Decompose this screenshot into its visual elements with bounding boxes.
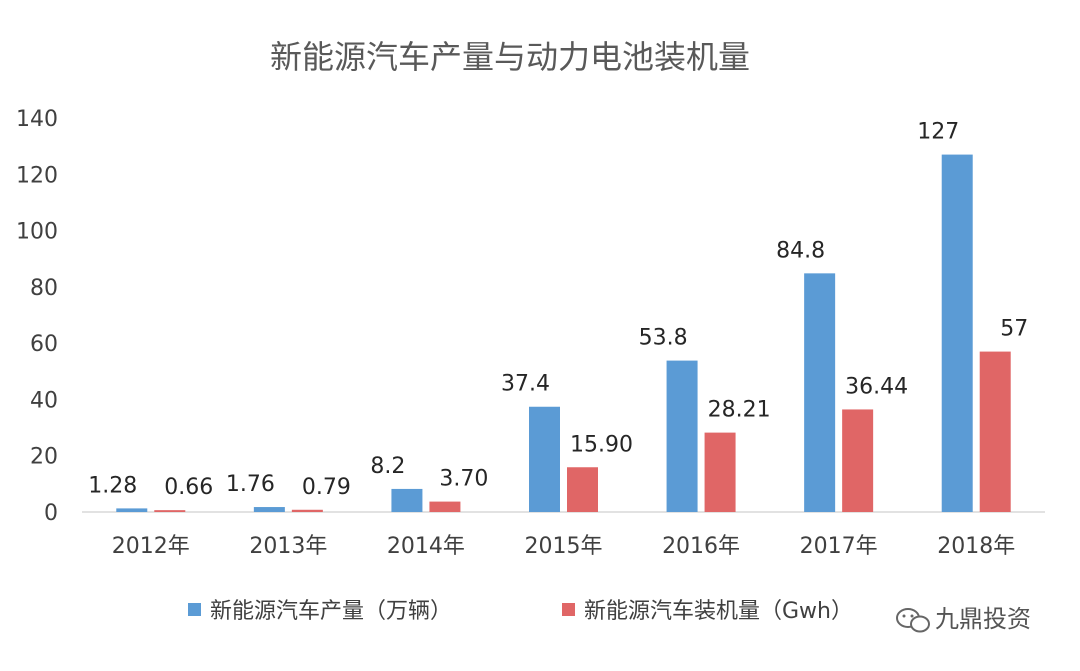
bar-series-2 [429,501,461,512]
legend: 新能源汽车产量（万辆） 新能源汽车装机量（Gwh） [188,599,853,624]
bar-series-1 [666,360,698,512]
data-label-series-2: 15.90 [570,432,633,457]
legend-swatch-series-2 [562,603,575,616]
x-tick-label: 2016年 [662,534,740,559]
data-label-series-2: 0.66 [164,475,213,500]
data-labels: 1.28 0.66 1.76 0.79 8.2 3.70 37.4 15.90 53.8 28.2… [88,120,1028,501]
x-tick-label: 2012年 [112,534,190,559]
data-label-series-2: 28.21 [708,398,771,423]
bar-series-2 [704,432,736,512]
y-tick-label: 120 [16,163,58,188]
y-tick-label: 60 [30,332,58,357]
bar-series-2 [979,351,1011,512]
watermark: 九鼎投资 [896,605,1031,633]
x-tick-label: 2014年 [387,534,465,559]
bar-series-2 [291,509,323,512]
y-tick-label: 0 [44,501,58,526]
legend-label-series-1: 新能源汽车产量（万辆） [210,599,452,624]
data-label-series-2: 3.70 [439,467,488,492]
legend-label-series-2: 新能源汽车装机量（Gwh） [584,599,853,624]
chart-title: 新能源汽车产量与动力电池装机量 [270,38,750,76]
y-tick-label: 40 [30,388,58,413]
data-label-series-1: 53.8 [639,326,688,351]
bar-series-1 [391,488,423,512]
x-tick-label: 2013年 [249,534,327,559]
y-axis: 0 20 40 60 80 100 120 140 [16,107,58,526]
y-tick-label: 20 [30,445,58,470]
x-tick-label: 2018年 [937,534,1015,559]
y-tick-label: 100 [16,220,58,245]
y-tick-label: 80 [30,276,58,301]
data-label-series-1: 127 [917,120,959,145]
bar-series-1 [941,154,973,513]
data-label-series-1: 37.4 [501,372,550,397]
data-label-series-1: 1.76 [226,472,275,497]
x-tick-label: 2017年 [800,534,878,559]
data-label-series-1: 84.8 [776,238,825,263]
bars [116,154,1011,513]
x-axis-tick-labels: 2012年 2013年 2014年 2015年 2016年 2017年 2018年 [112,534,1015,559]
wechat-icon [896,608,930,633]
bar-series-2 [154,510,186,512]
bar-series-1 [116,508,148,512]
data-label-series-2: 57 [1000,317,1028,342]
data-label-series-2: 0.79 [302,475,351,500]
data-label-series-2: 36.44 [845,374,908,399]
bar-series-2 [567,467,598,512]
bar-series-1 [253,507,285,512]
bar-series-1 [529,406,560,512]
bar-series-1 [804,273,836,512]
bar-series-2 [842,409,874,512]
legend-swatch-series-1 [188,603,201,616]
watermark-text: 九鼎投资 [935,605,1031,633]
x-tick-label: 2015年 [525,534,603,559]
data-label-series-1: 8.2 [370,454,405,479]
data-label-series-1: 1.28 [88,473,137,498]
y-tick-label: 140 [16,107,58,132]
